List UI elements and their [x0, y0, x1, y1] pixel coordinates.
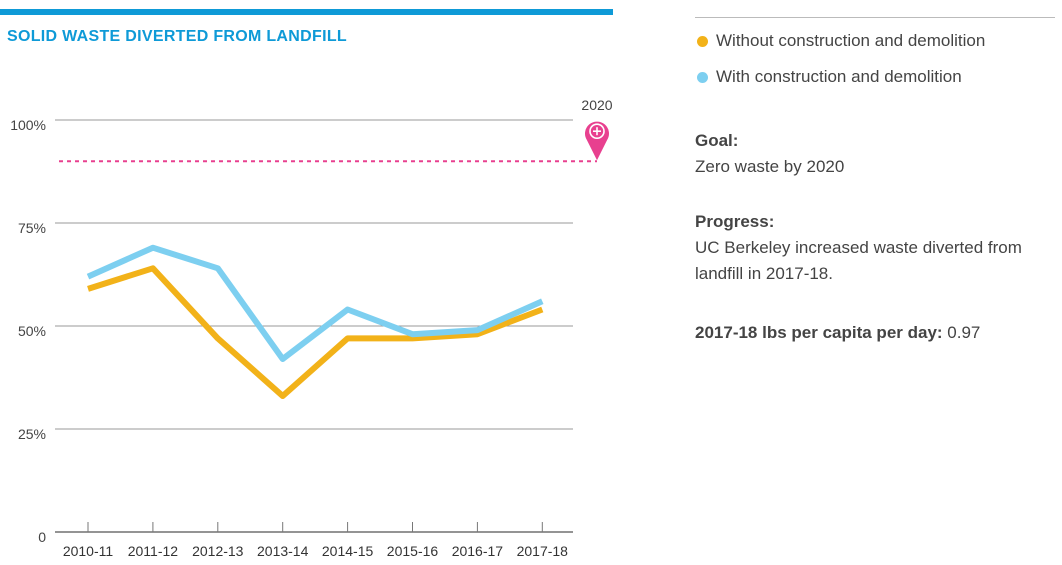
y-tick-label: 50%: [18, 323, 46, 339]
goal-heading: Goal:: [695, 131, 739, 150]
x-tick-label: 2017-18: [517, 543, 569, 559]
x-tick-label: 2016-17: [452, 543, 504, 559]
x-tick-label: 2010-11: [63, 543, 114, 559]
series-line-without-cd: [87, 265, 544, 399]
legend-label: With construction and demolition: [716, 67, 962, 86]
x-tick-label: 2012-13: [192, 543, 244, 559]
y-tick-label: 100%: [10, 117, 46, 133]
progress-text: UC Berkeley increased waste diverted fro…: [695, 238, 1022, 283]
legend-label: Without construction and demolition: [716, 31, 986, 50]
progress-heading: Progress:: [695, 212, 775, 231]
progress-section: Progress: UC Berkeley increased waste di…: [695, 209, 1055, 287]
goal-pin-ring: [589, 123, 605, 139]
goal-section: Goal: Zero waste by 2020: [695, 128, 1055, 180]
legend-item-without-cd: Without construction and demolition: [697, 31, 985, 51]
capita-section: 2017-18 lbs per capita per day: 0.97: [695, 320, 1055, 346]
y-tick-label: 25%: [18, 426, 46, 442]
y-tick-label: 75%: [18, 220, 46, 236]
legend-item-with-cd: With construction and demolition: [697, 67, 962, 87]
goal-marker-label: 2020: [581, 97, 612, 113]
y-tick-label: 0: [38, 529, 46, 545]
capita-value: 0.97: [942, 323, 981, 342]
goal-text: Zero waste by 2020: [695, 157, 845, 176]
x-tick-label: 2011-12: [128, 543, 179, 559]
capita-heading: 2017-18 lbs per capita per day:: [695, 323, 943, 342]
side-rule: [695, 17, 1055, 18]
line-chart: 0 25% 50% 75% 100% 2010-11 2011-12 2012-13 2013-…: [10, 97, 613, 559]
header-rule: [0, 9, 613, 15]
x-tick-label: 2014-15: [322, 543, 374, 559]
x-tick-label: 2013-14: [257, 543, 309, 559]
goal-pin-icon: [584, 121, 610, 161]
chart-title: SOLID WASTE DIVERTED FROM LANDFILL: [7, 28, 347, 45]
legend-dot-blue-icon: [697, 71, 708, 83]
series-line-with-cd: [86, 244, 544, 362]
x-tick-label: 2015-16: [387, 543, 439, 559]
legend-dot-orange-icon: [697, 35, 708, 47]
